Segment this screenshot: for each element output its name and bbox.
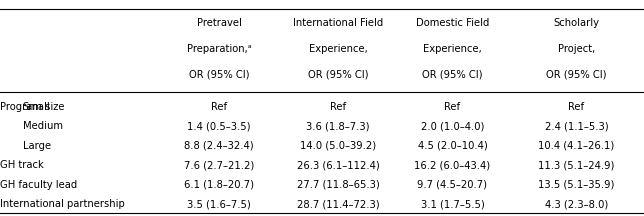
Text: Ref: Ref [211, 102, 227, 112]
Text: 7.6 (2.7–21.2): 7.6 (2.7–21.2) [184, 160, 254, 170]
Text: 3.1 (1.7–5.5): 3.1 (1.7–5.5) [421, 199, 484, 209]
Text: OR (95% CI): OR (95% CI) [546, 70, 607, 79]
Text: GH track: GH track [0, 160, 44, 170]
Text: International Field: International Field [293, 18, 383, 28]
Text: Ref: Ref [568, 102, 585, 112]
Text: Ref: Ref [330, 102, 346, 112]
Text: 10.4 (4.1–26.1): 10.4 (4.1–26.1) [538, 141, 614, 151]
Text: 3.5 (1.6–7.5): 3.5 (1.6–7.5) [187, 199, 251, 209]
Text: OR (95% CI): OR (95% CI) [308, 70, 368, 79]
Text: OR (95% CI): OR (95% CI) [422, 70, 482, 79]
Text: 3.6 (1.8–7.3): 3.6 (1.8–7.3) [307, 121, 370, 131]
Text: 2.4 (1.1–5.3): 2.4 (1.1–5.3) [545, 121, 608, 131]
Text: 6.1 (1.8–20.7): 6.1 (1.8–20.7) [184, 180, 254, 190]
Text: Experience,: Experience, [308, 44, 368, 54]
Text: 9.7 (4.5–20.7): 9.7 (4.5–20.7) [417, 180, 488, 190]
Text: 27.7 (11.8–65.3): 27.7 (11.8–65.3) [297, 180, 379, 190]
Text: 8.8 (2.4–32.4): 8.8 (2.4–32.4) [184, 141, 254, 151]
Text: 1.4 (0.5–3.5): 1.4 (0.5–3.5) [187, 121, 251, 131]
Text: 28.7 (11.4–72.3): 28.7 (11.4–72.3) [297, 199, 379, 209]
Text: International partnership: International partnership [0, 199, 125, 209]
Text: 16.2 (6.0–43.4): 16.2 (6.0–43.4) [414, 160, 491, 170]
Text: GH faculty lead: GH faculty lead [0, 180, 77, 190]
Text: 11.3 (5.1–24.9): 11.3 (5.1–24.9) [538, 160, 614, 170]
Text: Scholarly: Scholarly [553, 18, 600, 28]
Text: OR (95% CI): OR (95% CI) [189, 70, 249, 79]
Text: 13.5 (5.1–35.9): 13.5 (5.1–35.9) [538, 180, 614, 190]
Text: Large: Large [23, 141, 51, 151]
Text: Medium: Medium [23, 121, 62, 131]
Text: 26.3 (6.1–112.4): 26.3 (6.1–112.4) [297, 160, 379, 170]
Text: Project,: Project, [558, 44, 595, 54]
Text: 4.3 (2.3–8.0): 4.3 (2.3–8.0) [545, 199, 608, 209]
Text: Preparation,ᵃ: Preparation,ᵃ [187, 44, 251, 54]
Text: Domestic Field: Domestic Field [416, 18, 489, 28]
Text: Ref: Ref [444, 102, 460, 112]
Text: 2.0 (1.0–4.0): 2.0 (1.0–4.0) [421, 121, 484, 131]
Text: Pretravel: Pretravel [196, 18, 242, 28]
Text: Program size: Program size [0, 102, 64, 112]
Text: 4.5 (2.0–10.4): 4.5 (2.0–10.4) [417, 141, 488, 151]
Text: Small: Small [23, 102, 50, 112]
Text: 14.0 (5.0–39.2): 14.0 (5.0–39.2) [300, 141, 376, 151]
Text: Experience,: Experience, [423, 44, 482, 54]
